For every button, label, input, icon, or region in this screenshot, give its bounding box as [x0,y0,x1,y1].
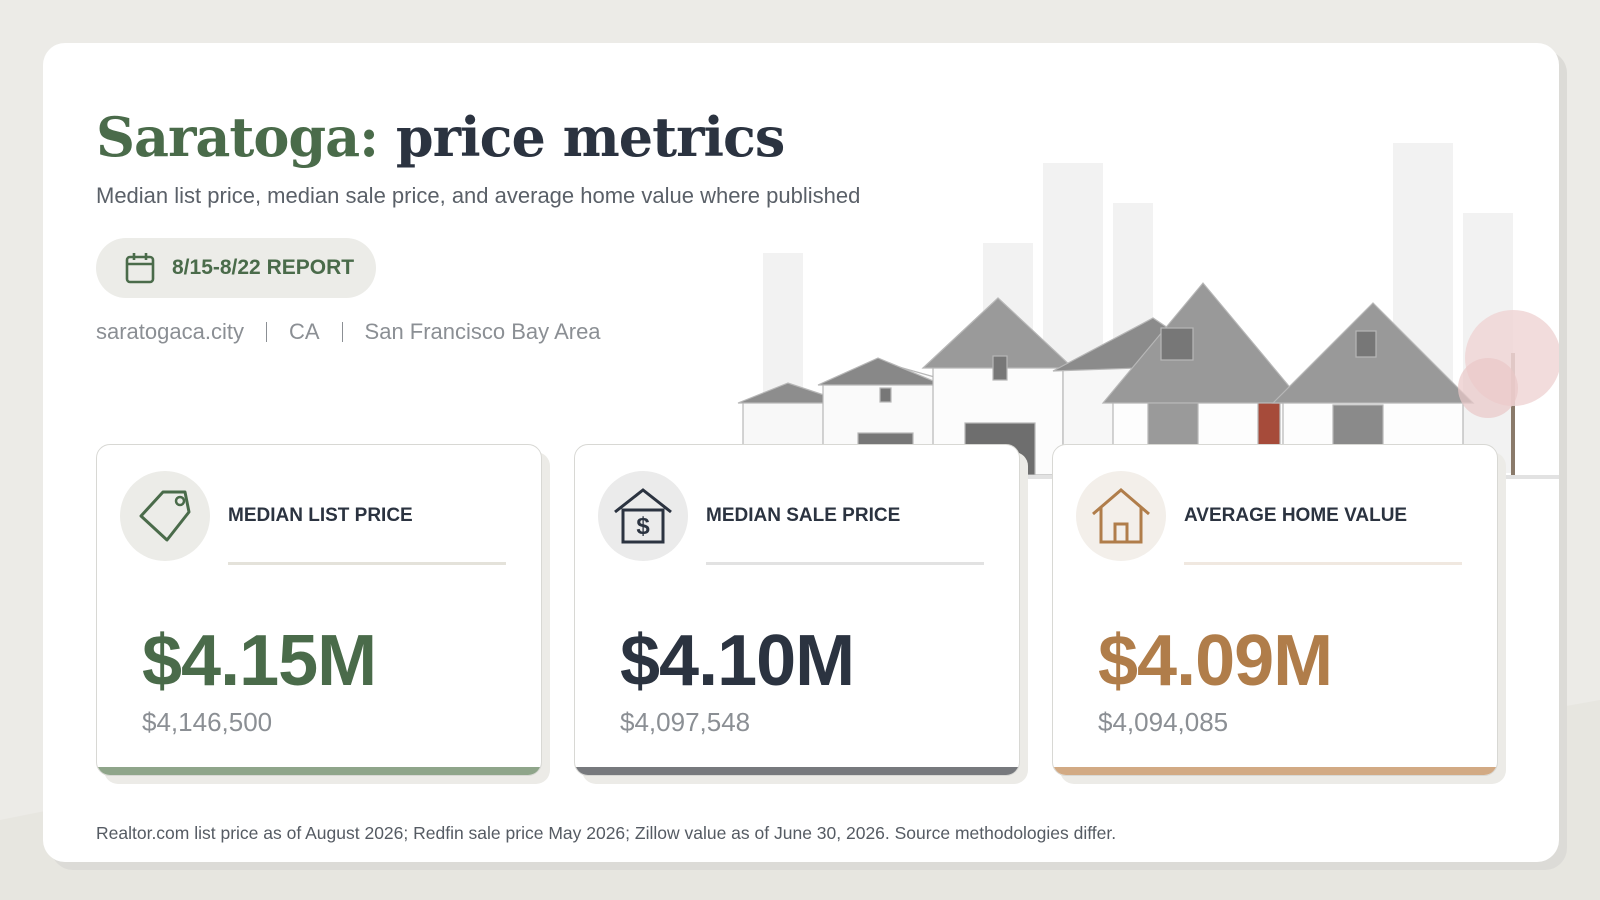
report-panel: Saratoga: price metrics Median list pric… [43,43,1559,862]
website: saratogaca.city [96,319,244,344]
title: Saratoga: price metrics [96,105,785,169]
svg-text:$: $ [636,513,650,540]
icon-circle [120,471,210,561]
house-dollar-icon: $ [614,488,672,544]
divider [1184,562,1462,565]
accent-bar [575,767,1019,775]
accent-bar [97,767,541,775]
metric-label: AVERAGE HOME VALUE [1184,505,1408,526]
house-illustration [713,143,1559,479]
region: San Francisco Bay Area [364,319,601,344]
report-period: 8/15-8/22 REPORT [172,256,355,279]
divider [228,562,506,565]
metric-card: $ MEDIAN SALE PRICE $4.10M $4,097,548 [574,444,1020,776]
metric-value: $4.10M [620,621,855,701]
state: CA [288,319,320,344]
metric-exact: $4,094,085 [1098,707,1229,737]
metric-value: $4.15M [142,621,377,701]
title-place: Saratoga: [96,105,379,169]
divider [706,562,984,565]
metric-card: AVERAGE HOME VALUE $4.09M $4,094,085 [1052,444,1498,776]
price-tag-icon [139,490,191,542]
title-text: price metrics [395,105,785,169]
metric-exact: $4,146,500 [142,707,273,737]
accent-bar [1053,767,1497,775]
metric-value: $4.09M [1098,621,1333,701]
meta-line: saratogaca.city CA San Francisco Bay Are… [96,319,601,345]
house-icon [1092,488,1150,544]
separator [341,322,343,342]
report-badge: 8/15-8/22 REPORT [96,238,377,298]
subtitle: Median list price, median sale price, an… [96,183,861,208]
metric-card: MEDIAN LIST PRICE $4.15M $4,146,500 [96,444,542,776]
icon-circle: $ [598,471,688,561]
icon-circle [1076,471,1166,561]
metric-exact: $4,097,548 [620,707,751,737]
source-note: Realtor.com list price as of August 2026… [96,823,1117,843]
metric-label: MEDIAN SALE PRICE [706,505,901,526]
metric-label: MEDIAN LIST PRICE [228,505,413,526]
separator [265,322,267,342]
calendar-icon [125,253,155,284]
